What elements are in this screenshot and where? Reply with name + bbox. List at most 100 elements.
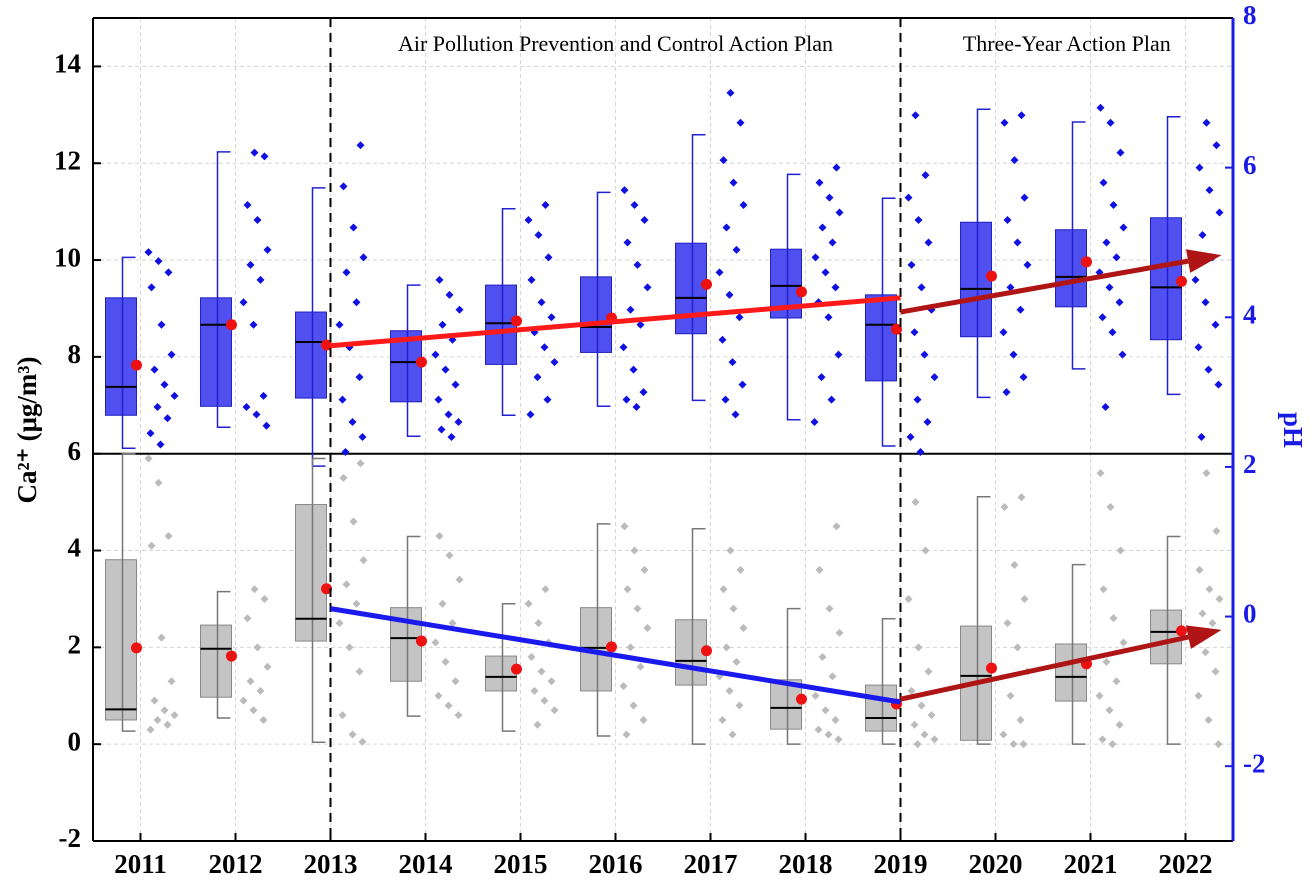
data-point [910, 328, 919, 337]
data-point [1096, 469, 1105, 478]
data-point [640, 565, 649, 574]
data-point [620, 186, 629, 195]
data-point [250, 148, 259, 157]
data-point [818, 223, 827, 232]
data-point [1204, 365, 1213, 374]
data-point [1205, 585, 1214, 594]
whisker [216, 151, 231, 429]
box [865, 684, 897, 732]
mean-point [1176, 625, 1187, 637]
data-point [445, 290, 454, 299]
y-tick-label: 0 [68, 726, 82, 756]
data-point [828, 672, 837, 681]
data-point [1191, 275, 1200, 284]
data-point [1016, 305, 1025, 314]
x-tick-label: 2018 [779, 849, 833, 879]
data-point [547, 313, 556, 322]
data-point [927, 711, 936, 720]
data-point [728, 358, 737, 367]
data-point [930, 373, 939, 382]
data-point [719, 156, 728, 165]
whisker [121, 256, 136, 449]
data-point [924, 238, 933, 247]
y2-tick-label: 2 [1243, 449, 1257, 479]
whisker [596, 191, 611, 408]
trend-line [899, 634, 1189, 702]
data-point [825, 604, 834, 613]
data-point [1116, 546, 1125, 555]
data-point [339, 473, 348, 482]
data-point [739, 201, 748, 210]
data-point [1102, 238, 1111, 247]
x-tick-label: 2013 [304, 849, 358, 879]
data-point [1198, 609, 1207, 618]
data-point [821, 268, 830, 277]
data-point [1009, 740, 1018, 749]
data-point [260, 594, 269, 603]
data-point [739, 623, 748, 632]
data-point [1211, 320, 1220, 329]
data-point [815, 178, 824, 187]
trend-line [330, 295, 901, 349]
data-point [636, 320, 645, 329]
mean-point [511, 663, 522, 675]
data-point [636, 662, 645, 671]
y-tick-label: 4 [68, 533, 82, 563]
data-point [1010, 156, 1019, 165]
data-point [907, 260, 916, 269]
mean-point [511, 315, 522, 327]
y2-tick-label: 8 [1243, 0, 1257, 30]
data-point [434, 395, 443, 404]
data-point [623, 238, 632, 247]
box [1150, 217, 1182, 341]
whisker [596, 523, 611, 737]
data-point [1208, 619, 1217, 628]
box [200, 297, 232, 407]
data-point [167, 677, 176, 686]
data-point [448, 619, 457, 628]
mean-point [131, 642, 142, 654]
data-point [810, 418, 819, 427]
data-point [170, 391, 179, 400]
data-point [835, 628, 844, 637]
y-tick-label: 2 [68, 630, 82, 660]
data-point [731, 410, 740, 419]
data-point [622, 395, 631, 404]
data-point [335, 619, 344, 628]
data-point [355, 373, 364, 382]
data-point [1109, 614, 1118, 623]
data-point [1099, 178, 1108, 187]
data-point [814, 725, 823, 734]
data-point [832, 163, 841, 172]
data-point [1108, 328, 1117, 337]
data-point [341, 447, 350, 456]
data-point [1109, 201, 1118, 210]
mean-point [986, 270, 997, 282]
data-point [1003, 619, 1012, 628]
data-point [722, 643, 731, 652]
data-point [262, 421, 271, 430]
data-point [150, 696, 159, 705]
data-point [431, 350, 440, 359]
x-tick-label: 2014 [399, 849, 453, 879]
data-point [263, 662, 272, 671]
data-point [824, 730, 833, 739]
data-point [1197, 432, 1206, 441]
data-point [629, 701, 638, 710]
data-point [1118, 350, 1127, 359]
data-point [1009, 350, 1018, 359]
box [295, 504, 327, 642]
data-point [815, 565, 824, 574]
data-point [619, 682, 628, 691]
data-point [817, 373, 826, 382]
data-point [1013, 643, 1022, 652]
data-point [163, 414, 172, 423]
data-point [252, 410, 261, 419]
data-point [643, 623, 652, 632]
y-tick-label: 14 [54, 49, 81, 79]
data-point [828, 238, 837, 247]
data-point [243, 614, 252, 623]
data-point [914, 216, 923, 225]
data-point [342, 268, 351, 277]
